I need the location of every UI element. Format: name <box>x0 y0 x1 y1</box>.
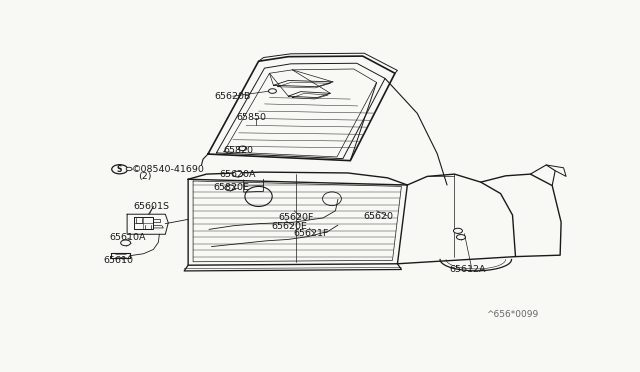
Text: 65820E: 65820E <box>213 183 249 192</box>
Text: 65610A: 65610A <box>110 234 147 243</box>
Circle shape <box>269 89 276 93</box>
Text: 65620F: 65620F <box>278 214 314 222</box>
Circle shape <box>225 185 235 191</box>
Text: ©08540-41690: ©08540-41690 <box>132 165 205 174</box>
Text: 65620: 65620 <box>364 212 394 221</box>
Text: 65820: 65820 <box>224 146 254 155</box>
Circle shape <box>454 228 463 233</box>
Text: S: S <box>117 165 122 174</box>
Circle shape <box>121 240 131 246</box>
Text: 65612A: 65612A <box>449 265 486 274</box>
Text: 65620A: 65620A <box>220 170 257 179</box>
Text: 65850: 65850 <box>236 113 266 122</box>
Text: 65620B: 65620B <box>214 92 250 101</box>
Circle shape <box>233 171 243 177</box>
Text: 65621F: 65621F <box>293 229 329 238</box>
Circle shape <box>126 167 132 171</box>
Text: 65620E: 65620E <box>271 222 307 231</box>
Text: 65610: 65610 <box>104 256 134 264</box>
Text: ^656*0099: ^656*0099 <box>486 310 538 319</box>
Text: (2): (2) <box>138 172 152 181</box>
Circle shape <box>456 235 465 240</box>
Text: 65601S: 65601S <box>134 202 170 211</box>
Circle shape <box>239 146 246 151</box>
